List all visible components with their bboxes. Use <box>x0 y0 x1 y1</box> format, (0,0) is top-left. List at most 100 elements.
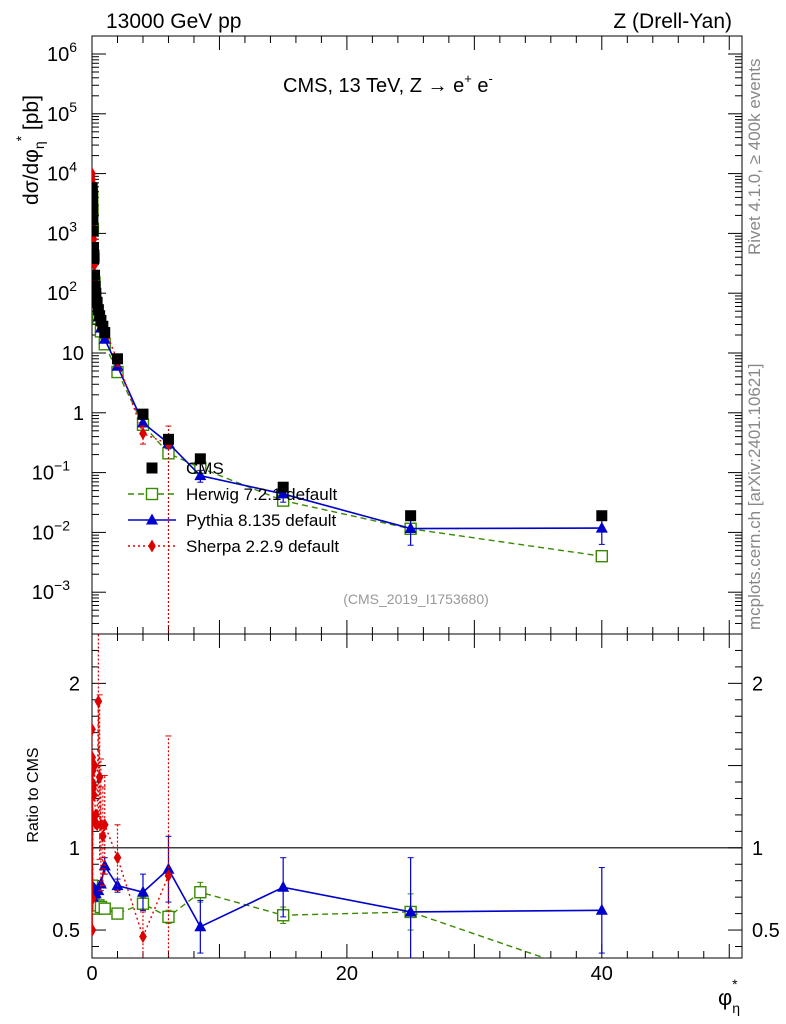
main-point-cms <box>92 225 99 237</box>
y-tick-label: 103 <box>47 218 77 245</box>
y-tick-exp: 5 <box>69 99 77 115</box>
legend-marker-herwig <box>145 487 159 501</box>
main-point-cms <box>92 269 101 281</box>
x-axis-label: φη * <box>718 976 740 1016</box>
y-tick-base: 1 <box>73 403 84 425</box>
main-point-cms <box>92 214 99 226</box>
main-point-cms <box>596 510 608 522</box>
ratio-point-sherpa <box>98 829 107 843</box>
ratio-point-sherpa <box>92 808 100 822</box>
ratio-point-sherpa <box>92 923 97 937</box>
legend: CMS Herwig 7.2.1 default Pythia 8.135 defa… <box>128 459 339 556</box>
y-tick-exp: −2 <box>54 517 70 533</box>
main-point-cms <box>92 296 103 308</box>
y-tick-label: 106 <box>47 39 77 66</box>
title-mid: e <box>472 75 489 97</box>
legend-label-cms: CMS <box>186 459 224 478</box>
y-tick-base: 10 <box>47 104 69 126</box>
legend-entry-cms: CMS <box>146 459 224 478</box>
y-tick-label: 10−1 <box>32 458 70 485</box>
y-tick-exp: −3 <box>54 577 70 593</box>
main-point-cms <box>92 242 100 254</box>
ratio-point-sherpa <box>92 722 96 736</box>
legend-entry-pythia: Pythia 8.135 default <box>128 511 337 530</box>
ylabel-sup: * <box>13 135 29 141</box>
main-point-cms <box>92 203 99 215</box>
y-tick-label: 10−2 <box>32 517 70 544</box>
x-tick-label: 20 <box>336 963 358 985</box>
y-tick-label: 1 <box>73 403 84 425</box>
title-text: CMS, 13 TeV, Z → e <box>283 75 464 97</box>
ratio-point-pythia <box>595 903 608 915</box>
y-tick-base: 10 <box>47 223 69 245</box>
y-tick-base: 10 <box>47 44 69 66</box>
analysis-id: (CMS_2019_I1753680) <box>343 591 489 607</box>
legend-label-herwig: Herwig 7.2.1 default <box>186 485 337 504</box>
xlabel-sub: η <box>732 1000 740 1016</box>
ratio-point-sherpa <box>94 694 103 708</box>
main-point-cms <box>95 314 107 326</box>
ratio-point-herwig <box>98 902 111 915</box>
main-point-pythia <box>404 522 417 534</box>
x-tick-label: 0 <box>86 963 97 985</box>
header-right: Z (Drell-Yan) <box>613 10 732 33</box>
xlabel-sup: * <box>732 976 738 992</box>
rivet-label: Rivet 4.1.0, ≥ 400k events <box>745 59 764 255</box>
mcplots-label: mcplots.cern.ch [arXiv:2401.10621] <box>745 364 764 630</box>
main-point-cms <box>92 196 99 208</box>
legend-marker-sherpa <box>148 539 156 553</box>
legend-marker-pythia <box>146 513 158 525</box>
ratio-y-tick-label: 2 <box>69 673 80 695</box>
y-tick-exp: 3 <box>69 218 77 234</box>
main-y-axis-label: dσ/dφη* [pb] <box>13 95 47 205</box>
main-series-pythia <box>92 188 608 546</box>
ratio-point-sherpa <box>92 788 98 802</box>
ratio-series-sherpa <box>92 634 173 958</box>
ratio-point-herwig <box>162 910 175 924</box>
ratio-point-sherpa <box>92 892 97 906</box>
ratio-y-tick-label-right: 2 <box>752 673 763 695</box>
ratio-series-pythia <box>92 835 608 958</box>
main-point-herwig <box>595 549 609 563</box>
main-point-pythia <box>277 487 290 499</box>
ratio-point-herwig <box>194 886 207 899</box>
ratio-y-axis-label: Ratio to CMS <box>25 747 42 842</box>
y-tick-exp: −1 <box>54 458 70 474</box>
y-tick-label: 102 <box>47 278 77 305</box>
y-tick-label: 104 <box>47 159 77 186</box>
y-tick-exp: 4 <box>69 159 77 175</box>
ratio-frame <box>91 633 743 959</box>
main-point-cms <box>97 320 109 332</box>
ratio-point-pythia <box>194 920 207 932</box>
y-tick-label: 10−3 <box>32 577 70 604</box>
ratio-point-sherpa <box>92 778 98 792</box>
ylabel-post: [pb] <box>20 95 43 136</box>
main-series-herwig <box>92 189 609 563</box>
main-point-cms <box>277 481 289 493</box>
main-point-cms <box>162 433 174 445</box>
main-point-cms <box>111 353 123 365</box>
x-tick-label: 40 <box>591 963 613 985</box>
title-sup2: - <box>488 71 492 86</box>
ratio-y-tick-label: 0.5 <box>52 920 80 942</box>
title-sup1: + <box>464 71 472 86</box>
ratio-point-sherpa <box>100 818 109 832</box>
y-tick-label: 105 <box>47 99 77 126</box>
main-point-sherpa <box>139 427 147 441</box>
main-point-pythia <box>595 521 608 533</box>
main-point-cms <box>92 253 100 265</box>
main-point-cms <box>92 280 101 292</box>
ratio-y-tick-label-right: 0.5 <box>752 920 780 942</box>
legend-entry-herwig: Herwig 7.2.1 default <box>128 485 337 504</box>
legend-label-sherpa: Sherpa 2.2.9 default <box>186 537 339 556</box>
legend-entry-sherpa: Sherpa 2.2.9 default <box>128 537 339 556</box>
ratio-point-herwig <box>111 907 124 920</box>
y-tick-base: 10 <box>47 164 69 186</box>
y-tick-base: 10 <box>32 522 54 544</box>
main-point-cms <box>194 453 206 465</box>
y-tick-base: 10 <box>62 343 84 365</box>
ratio-y-tick-label-right: 1 <box>752 838 763 860</box>
ratio-point-pythia <box>277 880 290 892</box>
